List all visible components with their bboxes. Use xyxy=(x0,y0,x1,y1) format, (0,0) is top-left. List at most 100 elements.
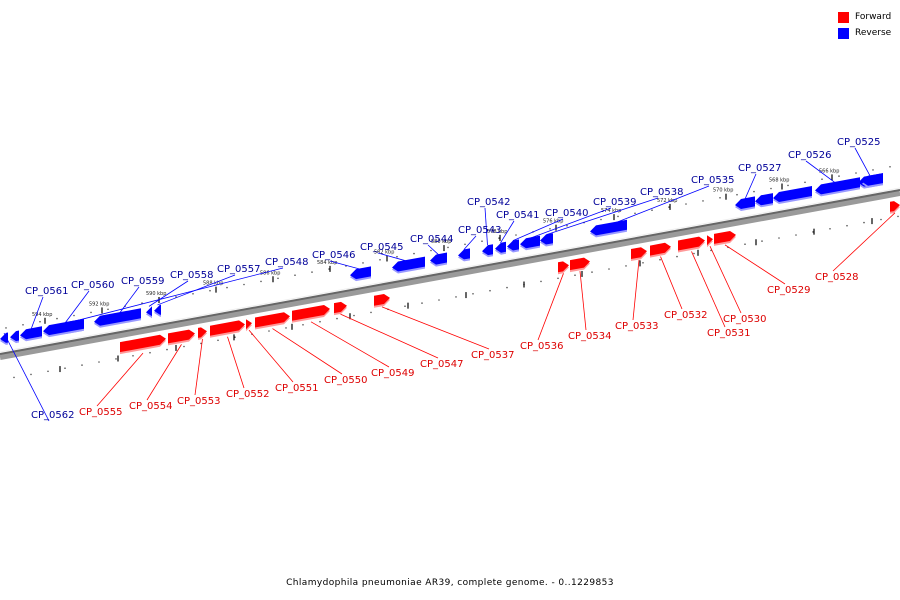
gene-cp-0549[interactable] xyxy=(292,305,390,368)
gene-label[interactable]: CP_0560 xyxy=(71,280,114,291)
gene-cp-0538[interactable] xyxy=(540,197,659,247)
gene-label[interactable]: CP_0527 xyxy=(738,163,781,174)
gene-cp-0546[interactable] xyxy=(329,260,371,282)
gene-label[interactable]: CP_0538 xyxy=(640,187,683,198)
gene-cp-0553[interactable] xyxy=(194,327,207,396)
gene-label[interactable]: CP_0529 xyxy=(767,285,810,296)
gene-arrow[interactable] xyxy=(862,173,883,188)
gene-label[interactable]: CP_0545 xyxy=(360,242,403,253)
gene-arrow[interactable] xyxy=(20,326,42,340)
gene-arrow[interactable] xyxy=(292,305,330,321)
gene-cp-0533[interactable] xyxy=(631,247,647,321)
gene-label[interactable]: CP_0550 xyxy=(324,375,367,386)
gene-label[interactable]: CP_0528 xyxy=(815,272,858,283)
gene-arrow[interactable] xyxy=(120,334,166,353)
gene-arrow[interactable] xyxy=(755,193,773,208)
gene-cp-0531[interactable] xyxy=(678,236,726,328)
gene-label[interactable]: CP_0548 xyxy=(265,257,308,268)
gene-arrow[interactable] xyxy=(890,201,900,212)
gene-cp-0542[interactable] xyxy=(482,207,493,258)
gene-arrow[interactable] xyxy=(392,256,425,272)
gene-arrow[interactable] xyxy=(773,186,812,202)
gene-cp-0541[interactable] xyxy=(495,220,515,255)
gene-label[interactable]: CP_0552 xyxy=(226,389,269,400)
gene-arrow[interactable] xyxy=(650,242,671,256)
gene-label[interactable]: CP_0546 xyxy=(312,250,355,261)
gene-cp-0559[interactable] xyxy=(94,286,141,328)
gene-cp-0551[interactable] xyxy=(246,319,294,383)
gene-arrow[interactable] xyxy=(0,332,8,343)
gene-arrow[interactable] xyxy=(198,327,207,338)
gene-label[interactable]: CP_0547 xyxy=(420,359,463,370)
gene-arrow[interactable] xyxy=(590,219,627,236)
gene-label[interactable]: CP_0535 xyxy=(691,175,734,186)
gene-arrow[interactable] xyxy=(495,241,506,253)
gene-cp-0540[interactable] xyxy=(507,218,564,253)
gene-cp-0527[interactable] xyxy=(735,173,757,211)
gene-label[interactable]: CP_0537 xyxy=(471,350,514,361)
gene-arrow[interactable] xyxy=(154,304,161,315)
gene-label[interactable]: CP_0541 xyxy=(496,210,539,221)
gene-label[interactable]: CP_0551 xyxy=(275,383,318,394)
gene-cp-0539[interactable] xyxy=(520,207,612,251)
gene-arrow[interactable] xyxy=(678,236,705,251)
gene-arrow[interactable] xyxy=(862,173,883,186)
gene-cp-0552[interactable] xyxy=(210,320,245,389)
gene-label[interactable]: CP_0544 xyxy=(410,234,453,245)
gene-cp-0543[interactable] xyxy=(458,235,477,262)
gene-arrow[interactable] xyxy=(755,193,773,206)
gene-arrow[interactable] xyxy=(540,233,553,245)
gene-cp-0526[interactable] xyxy=(805,160,860,197)
gene-label[interactable]: CP_0557 xyxy=(217,264,260,275)
gene-cp-0545[interactable] xyxy=(377,252,425,274)
gene-arrow[interactable] xyxy=(714,231,736,244)
gene-label[interactable]: CP_0526 xyxy=(788,150,831,161)
gene-arrow[interactable] xyxy=(10,330,19,344)
gene-arrow[interactable] xyxy=(558,261,569,273)
gene-arrow[interactable] xyxy=(430,252,447,265)
gene-label[interactable]: CP_0531 xyxy=(707,328,750,339)
gene-label[interactable]: CP_0532 xyxy=(664,310,707,321)
gene-cp-0534[interactable] xyxy=(570,257,590,331)
gene-arrow[interactable] xyxy=(773,186,812,204)
gene-label[interactable]: CP_0559 xyxy=(121,276,164,287)
gene-arrow[interactable] xyxy=(350,266,371,280)
gene-cp-0532[interactable] xyxy=(650,242,683,310)
gene-label[interactable]: CP_0540 xyxy=(545,208,588,219)
gene-arrow[interactable] xyxy=(482,244,493,256)
gene-cp-0547[interactable] xyxy=(334,301,439,359)
gene-cp-0535[interactable] xyxy=(590,185,710,238)
gene-arrow[interactable] xyxy=(520,235,540,249)
gene-cp-0555[interactable] xyxy=(96,334,166,407)
gene-arrow[interactable] xyxy=(570,257,590,271)
gene-arrow[interactable] xyxy=(168,329,195,344)
gene-cp-0544[interactable] xyxy=(427,244,447,267)
gene-arrow[interactable] xyxy=(255,312,290,328)
gene-arrow[interactable] xyxy=(707,235,713,246)
gene-arrow[interactable] xyxy=(146,306,152,317)
gene-label[interactable]: CP_0562 xyxy=(31,410,74,421)
gene-arrow[interactable] xyxy=(815,177,860,195)
gene-label[interactable]: CP_0536 xyxy=(520,341,563,352)
gene-cp-0530[interactable] xyxy=(707,235,742,314)
gene-cp-0560[interactable] xyxy=(43,290,90,338)
gene-arrow[interactable] xyxy=(458,248,470,260)
gene-label[interactable]: CP_0555 xyxy=(79,407,122,418)
gene-arrow[interactable] xyxy=(735,196,755,209)
gene-cp-0537[interactable] xyxy=(374,294,490,350)
gene-cp-0558[interactable] xyxy=(146,280,189,319)
gene-arrow[interactable] xyxy=(507,239,519,251)
gene-arrow[interactable] xyxy=(210,320,245,336)
gene-arrow[interactable] xyxy=(94,308,141,326)
gene-arrow[interactable] xyxy=(10,330,19,342)
gene-label[interactable]: CP_0534 xyxy=(568,331,611,342)
gene-arrow[interactable] xyxy=(334,301,347,314)
gene-cp-0561[interactable] xyxy=(20,296,44,342)
gene-label[interactable]: CP_0561 xyxy=(25,286,68,297)
gene-label[interactable]: CP_0558 xyxy=(170,270,213,281)
gene-arrow[interactable] xyxy=(631,247,647,259)
gene-cp-0536[interactable] xyxy=(537,261,569,341)
gene-cp-0550[interactable] xyxy=(255,312,343,375)
gene-label[interactable]: CP_0525 xyxy=(837,137,880,148)
gene-arrow[interactable] xyxy=(246,319,252,330)
